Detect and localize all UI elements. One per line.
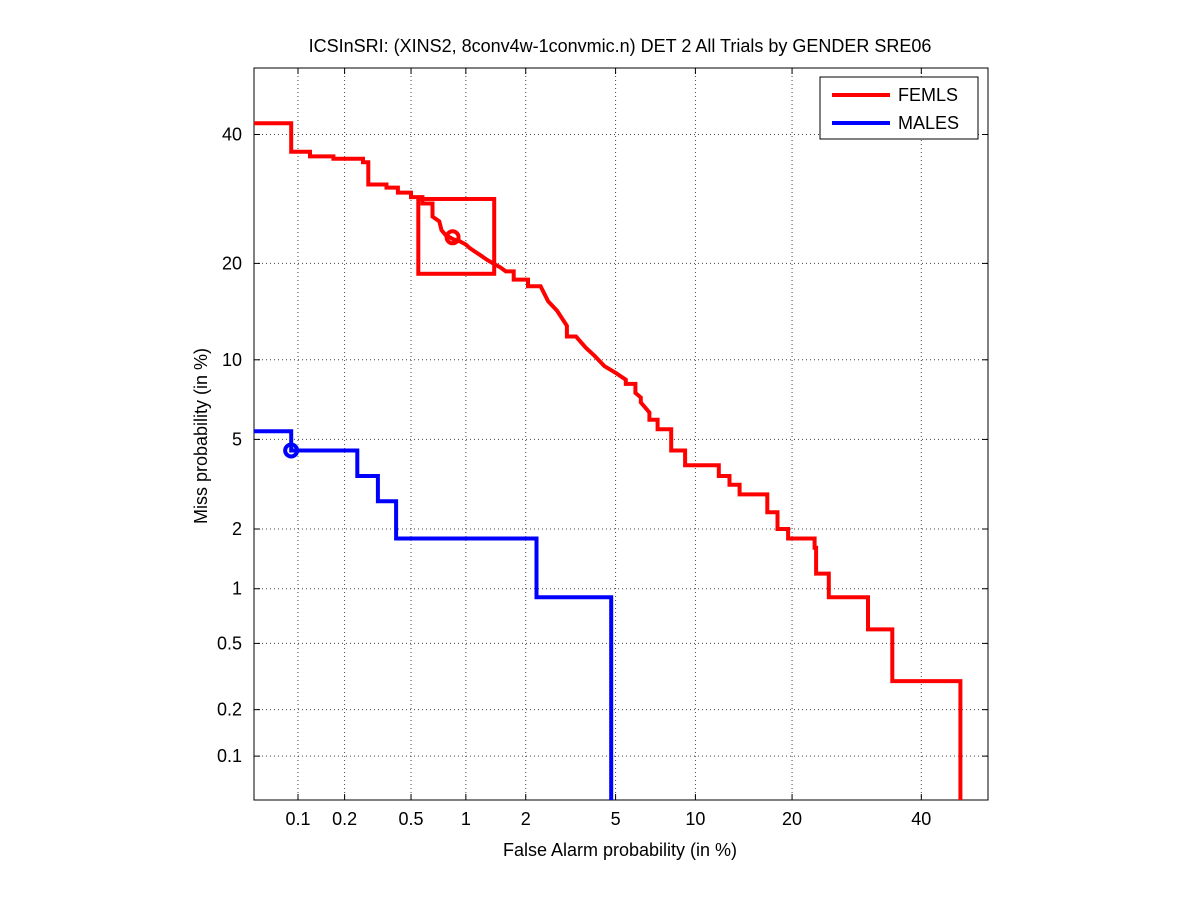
chart-title: ICSInSRI: (XINS2, 8conv4w-1convmic.n) DE… (309, 36, 932, 56)
y-tick-label: 0.5 (217, 633, 242, 653)
x-tick-label: 0.2 (332, 809, 357, 829)
marker-circle-males (283, 442, 300, 459)
y-tick-label: 20 (222, 253, 242, 273)
marker-box-femls (416, 196, 497, 276)
plot-area-frame (253, 67, 989, 801)
y-tick-label: 1 (232, 579, 242, 599)
y-tick-label: 10 (222, 350, 242, 370)
y-tick-label: 5 (232, 429, 242, 449)
x-tick-label: 2 (521, 809, 531, 829)
x-tick-label: 1 (461, 809, 471, 829)
legend-box (819, 76, 979, 140)
y-tick-label: 2 (232, 519, 242, 539)
x-axis-label: False Alarm probability (in %) (503, 840, 737, 860)
y-axis-ticks: 0.1 0.2 0.5 1 2 5 10 20 40 (217, 125, 988, 766)
legend-label-males: MALES (898, 113, 959, 133)
x-tick-label: 10 (685, 809, 705, 829)
y-tick-label: 0.2 (217, 700, 242, 720)
x-tick-label: 0.1 (285, 809, 310, 829)
x-axis-ticks: 0.1 0.2 0.5 1 2 5 10 20 40 (285, 68, 931, 829)
legend-label-femls: FEMLS (898, 85, 958, 105)
y-tick-label: 0.1 (217, 746, 242, 766)
series-lines (254, 121, 963, 800)
y-axis-label: Miss probability (in %) (191, 348, 211, 524)
y-tick-label: 40 (222, 125, 242, 145)
x-tick-label: 20 (782, 809, 802, 829)
gridlines (254, 68, 988, 800)
x-tick-label: 40 (911, 809, 931, 829)
legend: FEMLS MALES (819, 76, 979, 140)
x-tick-label: 5 (611, 809, 621, 829)
series-line-femls (254, 121, 963, 800)
marker-circle-femls (444, 229, 461, 246)
x-tick-label: 0.5 (399, 809, 424, 829)
series-line-males (254, 429, 614, 800)
series-markers (283, 196, 497, 459)
